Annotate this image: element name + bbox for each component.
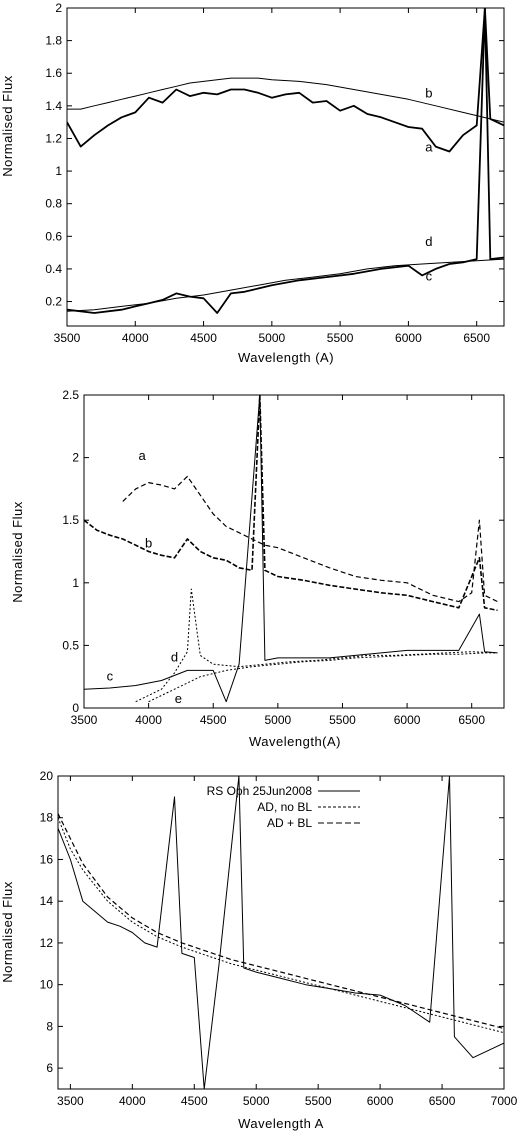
x-tick-label: 5000 xyxy=(264,713,291,727)
x-axis-label: Wavelength (A) xyxy=(238,350,334,365)
x-tick-label: 4000 xyxy=(122,331,149,345)
y-tick-label: 1.2 xyxy=(45,131,62,145)
series-annotation-label: d xyxy=(425,234,432,249)
plot-frame xyxy=(83,394,505,709)
y-axis-label: Normalised Flux xyxy=(0,75,15,176)
series-annotation-label: b xyxy=(145,536,152,551)
y-tick-label: 6 xyxy=(46,1061,53,1075)
y-tick-label: 20 xyxy=(40,769,54,783)
x-tick-label: 3500 xyxy=(54,331,81,345)
y-tick-label: 1.5 xyxy=(62,513,79,527)
series-annotation-label: d xyxy=(171,650,178,665)
y-tick-label: 10 xyxy=(40,978,54,992)
legend-entry-label: RS Oph 25Jun2008 xyxy=(207,784,313,798)
y-tick-label: 0.2 xyxy=(45,295,62,309)
y-tick-label: 1 xyxy=(72,576,79,590)
y-tick-label: 2 xyxy=(72,451,79,465)
x-tick-label: 5000 xyxy=(258,331,285,345)
y-tick-label: 8 xyxy=(46,1019,53,1033)
series-line-1 xyxy=(58,776,504,1089)
middle-spectrum-chart: Normalised Flux Wavelength(A) 3500 4000 45… xyxy=(10,388,505,749)
plot-frame xyxy=(66,7,505,327)
x-tick-label: 6500 xyxy=(429,1094,456,1108)
y-tick-label: 1.8 xyxy=(45,34,62,48)
y-tick-label: 16 xyxy=(40,852,54,866)
y-tick-label: 0.6 xyxy=(45,229,62,243)
series-line-2 xyxy=(58,817,504,1034)
series-annotation-label: c xyxy=(107,668,114,683)
x-tick-label: 5000 xyxy=(243,1094,270,1108)
series-line-4 xyxy=(67,258,504,312)
x-tick-label: 5500 xyxy=(327,331,354,345)
x-axis-label: Wavelength(A) xyxy=(249,734,341,749)
x-tick-label: 5500 xyxy=(329,713,356,727)
series-annotation-label: e xyxy=(175,691,182,706)
series-line-4 xyxy=(135,588,498,703)
top-spectrum-chart: Normalised Flux Wavelength (A) 3500 4000 4… xyxy=(0,1,505,365)
x-tick-label: 4500 xyxy=(200,713,227,727)
series-line-5 xyxy=(148,652,498,703)
x-tick-label: 6000 xyxy=(394,713,421,727)
series-annotation-label: a xyxy=(425,140,433,155)
series-annotation-label: a xyxy=(139,448,147,463)
x-tick-label: 6500 xyxy=(458,713,485,727)
x-tick-label: 6500 xyxy=(463,331,490,345)
y-tick-label: 0 xyxy=(72,701,79,715)
series-line-3 xyxy=(58,813,504,1030)
series-line-2 xyxy=(67,77,504,123)
y-tick-label: 1 xyxy=(55,164,62,178)
legend-entry-label: AD, no BL xyxy=(257,800,312,814)
x-tick-label: 4000 xyxy=(135,713,162,727)
y-tick-label: 1.4 xyxy=(45,99,62,113)
series-line-2 xyxy=(84,395,498,612)
series-annotation-label: b xyxy=(425,86,432,101)
y-tick-label: 18 xyxy=(40,811,54,825)
series-line-1 xyxy=(67,8,504,153)
x-tick-label: 5500 xyxy=(305,1094,332,1108)
x-tick-label: 4500 xyxy=(190,331,217,345)
y-tick-label: 0.5 xyxy=(62,638,79,652)
x-tick-label: 3500 xyxy=(57,1094,84,1108)
y-tick-label: 14 xyxy=(40,894,54,908)
legend-entry-label: AD + BL xyxy=(267,816,312,830)
x-tick-label: 4000 xyxy=(119,1094,146,1108)
plot-frame xyxy=(57,775,505,1090)
series-annotation-label: c xyxy=(426,268,433,283)
chart-legend: RS Oph 25Jun2008 AD, no BL AD + BL xyxy=(207,784,360,830)
bottom-spectrum-chart: Normalised Flux Wavelength A RS Oph 25Ju… xyxy=(0,769,518,1131)
y-tick-label: 0.8 xyxy=(45,197,62,211)
series-line-3 xyxy=(67,8,504,314)
y-axis-label: Normalised Flux xyxy=(0,881,15,982)
y-tick-label: 0.4 xyxy=(45,262,62,276)
x-tick-label: 7000 xyxy=(491,1094,518,1108)
y-tick-label: 2.5 xyxy=(62,388,79,402)
y-tick-label: 2 xyxy=(55,1,62,15)
x-tick-label: 3500 xyxy=(71,713,98,727)
x-tick-label: 4500 xyxy=(181,1094,208,1108)
y-tick-label: 1.6 xyxy=(45,66,62,80)
series-line-3 xyxy=(84,395,498,703)
y-tick-label: 12 xyxy=(40,936,54,950)
x-axis-label: Wavelength A xyxy=(238,1116,324,1131)
x-tick-label: 6000 xyxy=(367,1094,394,1108)
series-line-1 xyxy=(122,475,498,603)
x-tick-label: 6000 xyxy=(395,331,422,345)
y-axis-label: Normalised Flux xyxy=(10,501,25,602)
